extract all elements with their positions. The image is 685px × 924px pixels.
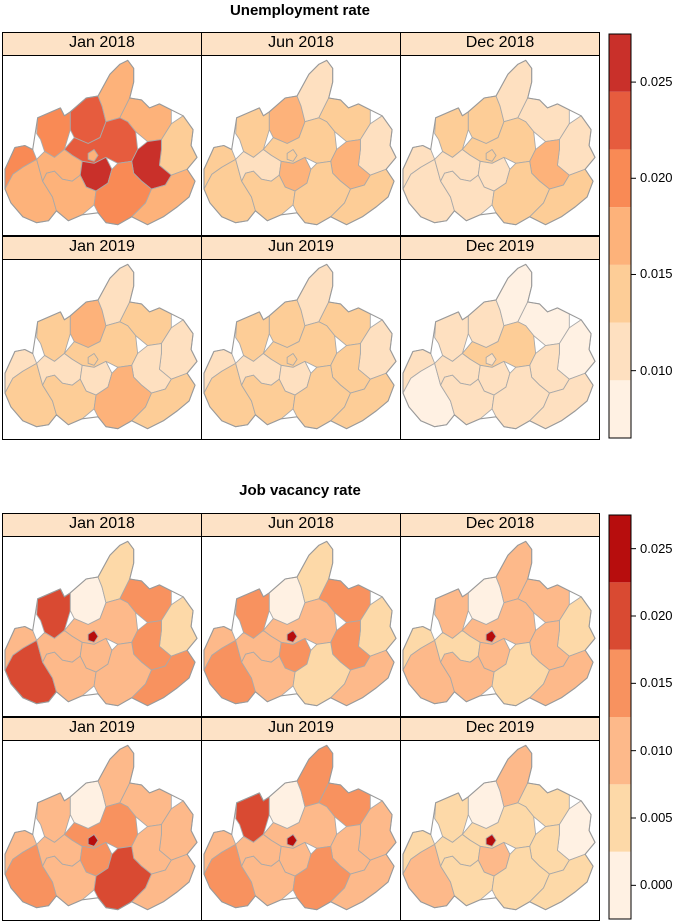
choropleth-map [203,59,397,226]
legend-color-cell [609,851,631,919]
map-outline [4,59,198,226]
choropleth-map [402,263,596,430]
choropleth-map [203,540,397,707]
choropleth-map [4,744,198,911]
legend-color-cell [609,207,631,265]
map-outline [402,744,596,911]
panel-map [400,55,600,236]
map-region [87,630,99,643]
panel-strip-label: Jun 2019 [201,236,401,260]
legend-tick-label: 0.015 [640,675,673,691]
map-outline [402,59,596,226]
legend-tick-label: 0.010 [640,742,673,758]
map-region [286,834,298,847]
legend-color-cell [609,717,631,785]
map-outline [203,59,397,226]
legend-frame [608,33,632,439]
choropleth-map [402,744,596,911]
legend-color-cell [609,322,631,381]
legend-frame [608,514,632,920]
panel-strip-label: Dec 2018 [400,32,600,56]
legend-colorbar [608,514,636,920]
legend-color-cell [609,515,631,583]
chart-title: Job vacancy rate [239,482,361,499]
legend-tick-label: 0.005 [640,810,673,825]
legend-color-cell [609,649,631,717]
panel-map [201,740,401,921]
choropleth-map [203,744,397,911]
legend-color-cell [609,34,631,92]
panel-map [2,259,202,440]
panel-map [400,259,600,440]
legend-color-cell [609,149,631,208]
legend-tick-label: 0.020 [640,170,673,186]
panel-strip-label: Jun 2018 [201,513,401,537]
choropleth-map [4,59,198,226]
panel-strip-label: Dec 2018 [400,513,600,537]
legend-tick-label: 0.025 [640,74,673,90]
panel-map [400,740,600,921]
map-region [485,149,497,162]
legend-color-cell [609,380,631,438]
panel-strip-label: Dec 2019 [400,717,600,741]
map-outline [402,263,596,430]
legend-tick-label: 0.015 [640,266,673,282]
panel-strip-label: Jan 2018 [2,32,202,56]
legend-tick-label: 0.000 [640,877,673,893]
map-region [286,149,298,162]
map-outline [203,263,397,430]
panel-map [2,55,202,236]
choropleth-map [402,59,596,226]
map-outline [4,540,198,707]
map-region [485,353,497,366]
map-region [87,834,99,847]
panel-map [201,259,401,440]
panel-map [2,536,202,717]
panel-map [201,536,401,717]
map-outline [203,744,397,911]
map-region [87,353,99,366]
panel-strip-label: Jun 2019 [201,717,401,741]
panel-strip-label: Jan 2018 [2,513,202,537]
choropleth-map [4,263,198,430]
legend-tick-label: 0.020 [640,608,673,623]
map-region [485,630,497,643]
legend-colorbar [608,33,636,439]
legend-tick-label: 0.025 [640,540,673,556]
panel-map [201,55,401,236]
legend-color-cell [609,784,631,852]
map-outline [4,744,198,911]
panel-strip-label: Jan 2019 [2,236,202,260]
panel-strip-label: Dec 2019 [400,236,600,260]
map-outline [203,540,397,707]
chart-title: Unemployment rate [229,2,371,19]
map-outline [402,540,596,707]
map-outline [4,263,198,430]
panel-map [400,536,600,717]
legend-color-cell [609,264,631,323]
choropleth-map [203,263,397,430]
choropleth-map [402,540,596,707]
map-region [485,834,497,847]
map-region [286,353,298,366]
panel-strip-label: Jan 2019 [2,717,202,741]
legend-tick-label: 0.010 [640,362,673,378]
legend-color-cell [609,91,631,150]
panel-strip-label: Jun 2018 [201,32,401,56]
panel-map [2,740,202,921]
choropleth-map [4,540,198,707]
map-region [286,630,298,643]
legend-color-cell [609,582,631,650]
map-region [87,149,99,162]
